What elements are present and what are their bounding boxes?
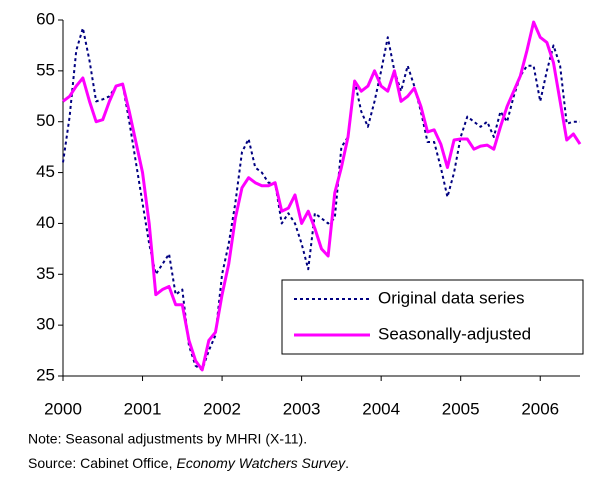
y-tick-label: 30 <box>36 315 55 334</box>
source-title: Economy Watchers Survey <box>176 455 346 471</box>
source-suffix: . <box>345 455 349 471</box>
x-tick-label: 2002 <box>203 399 241 418</box>
legend-label: Seasonally-adjusted <box>378 324 531 343</box>
legend-label: Original data series <box>378 288 524 307</box>
legend-box <box>281 279 584 355</box>
y-tick-label: 25 <box>36 365 55 384</box>
x-tick-label: 2004 <box>362 399 400 418</box>
x-tick-label: 2001 <box>124 399 162 418</box>
source-prefix: Source: Cabinet Office, <box>28 455 172 471</box>
y-tick-label: 60 <box>36 9 55 28</box>
note: Note: Seasonal adjustments by MHRI (X-11… <box>28 431 307 447</box>
x-tick-label: 2000 <box>44 399 82 418</box>
x-tick-label: 2003 <box>283 399 321 418</box>
y-tick-label: 45 <box>36 162 55 181</box>
source: Source: Cabinet Office, Economy Watchers … <box>28 455 349 471</box>
series-line <box>62 27 580 371</box>
y-tick-label: 35 <box>36 264 55 283</box>
x-tick-label: 2006 <box>521 399 559 418</box>
y-tick-label: 55 <box>36 60 55 79</box>
y-tick-label: 50 <box>36 111 55 130</box>
y-tick-label: 40 <box>36 213 55 232</box>
x-tick-label: 2005 <box>442 399 480 418</box>
series-line <box>62 20 582 372</box>
